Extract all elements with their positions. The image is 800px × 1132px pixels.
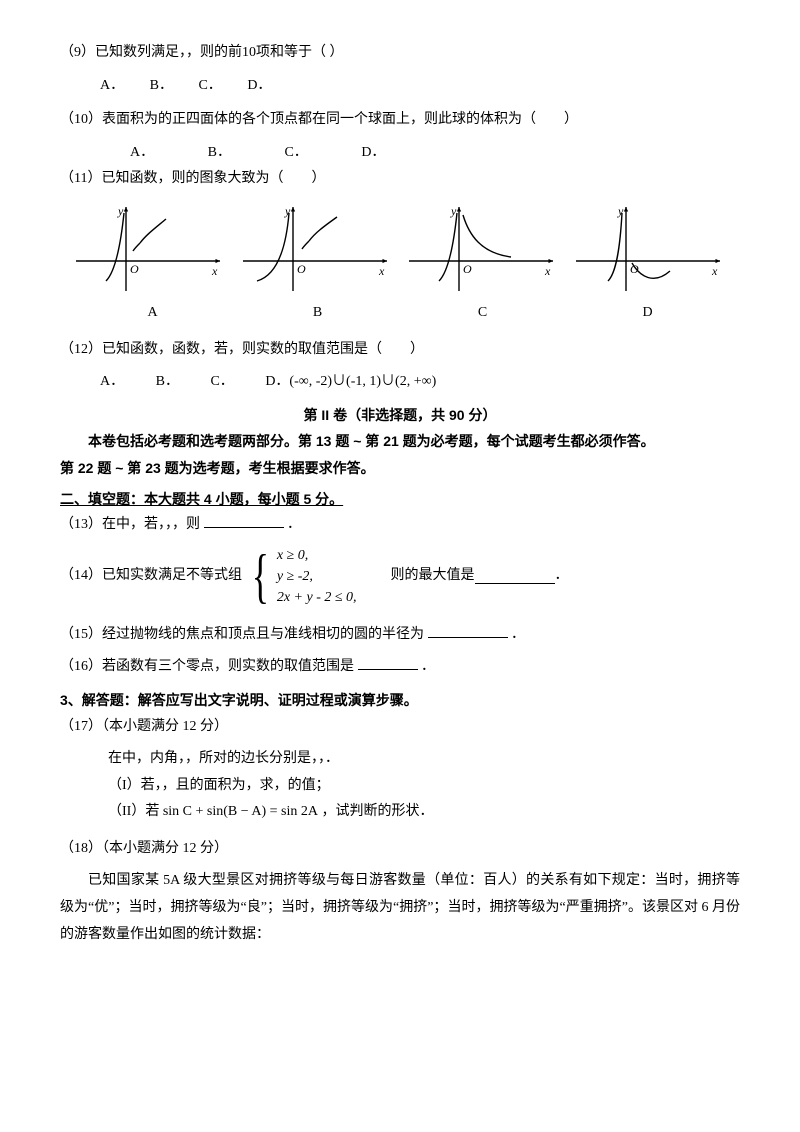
q17-p3-after: ，试判断的形状． (321, 804, 433, 819)
question-12: （12）已知函数，函数，若，则实数的取值范围是（ ） (60, 337, 740, 364)
q17-p2: （I）若，，且的面积为，求，的值； (60, 773, 740, 800)
question-17-head: （17）（本小题满分 12 分） (60, 714, 740, 741)
q17-p3-math: sin C + sin(B − A) = sin 2A (163, 804, 318, 819)
q13-blank (204, 513, 284, 528)
q13-after: ． (287, 517, 301, 532)
q17-p3-before: （II）若 (108, 804, 159, 819)
q12-options: A． B． C． D．(-∞, -2)∪(-1, 1)∪(2, +∞) (60, 369, 740, 396)
q14-sys-row-0: x ≥ 0, (277, 545, 357, 566)
q11-label-d: D (565, 300, 730, 327)
q10-opt-b: B． (208, 140, 231, 167)
svg-text:x: x (711, 264, 718, 278)
question-14: （14）已知实数满足不等式组 { x ≥ 0, y ≥ -2, 2x + y -… (60, 545, 740, 608)
svg-text:O: O (463, 262, 472, 276)
q17-p1: 在中，内角，，所对的边长分别是，，． (60, 746, 740, 773)
q11-graph-labels: A B C D (60, 300, 740, 327)
q15-after: ． (511, 627, 525, 642)
q10-text: （10）表面积为的正四面体的各个顶点都在同一个球面上，则此球的体积为（ ） (60, 112, 578, 127)
q9-text: （9）已知数列满足，，则的前10项和等于（ ） (60, 45, 344, 60)
question-10: （10）表面积为的正四面体的各个顶点都在同一个球面上，则此球的体积为（ ） (60, 107, 740, 134)
q12-opt-b: B． (156, 369, 179, 396)
svg-text:x: x (544, 264, 551, 278)
q11-graph-c: y x O (403, 201, 563, 296)
q16-before: （16）若函数有三个零点，则实数的取值范围是 (60, 659, 354, 674)
q9-opt-c: C． (198, 73, 221, 100)
svg-text:O: O (297, 262, 306, 276)
q12-opt-c: C． (210, 369, 233, 396)
q10-opt-d: D． (361, 140, 385, 167)
svg-text:y: y (284, 204, 291, 218)
q14-after: ． (555, 563, 569, 590)
fill-blank-heading: 二、填空题：本大题共 4 小题，每小题 5 分。 (60, 486, 740, 513)
q9-opt-b: B． (150, 73, 173, 100)
svg-text:y: y (617, 204, 624, 218)
svg-text:y: y (117, 204, 124, 218)
q11-graph-b: y x O (237, 201, 397, 296)
q11-graph-d: y x O (570, 201, 730, 296)
q18-p1: 已知国家某 5A 级大型景区对拥挤等级与每日游客数量（单位：百人）的关系有如下规… (60, 868, 740, 948)
q13-before: （13）在中，若，，，则 (60, 517, 200, 532)
q11-label-a: A (70, 300, 235, 327)
q14-inequality-system: { x ≥ 0, y ≥ -2, 2x + y - 2 ≤ 0, (246, 545, 357, 608)
q9-opt-a: A． (100, 73, 124, 100)
q14-mid: 则的最大值是 (391, 563, 475, 590)
question-18-head: （18）（本小题满分 12 分） (60, 836, 740, 863)
left-brace-icon: { (252, 546, 269, 606)
q14-blank (475, 569, 555, 584)
q14-before: （14）已知实数满足不等式组 (60, 563, 242, 590)
q11-text: （11）已知函数，则的图象大致为（ ） (60, 171, 325, 186)
q9-opt-d: D． (247, 73, 271, 100)
q10-options: A． B． C． D． (60, 140, 740, 167)
q10-opt-c: C． (284, 140, 307, 167)
svg-text:x: x (211, 264, 218, 278)
question-11: （11）已知函数，则的图象大致为（ ） (60, 166, 740, 193)
q15-before: （15）经过抛物线的焦点和顶点且与准线相切的圆的半径为 (60, 627, 424, 642)
question-15: （15）经过抛物线的焦点和顶点且与准线相切的圆的半径为 ． (60, 622, 740, 649)
q10-opt-a: A． (130, 140, 154, 167)
section-2-intro-1: 本卷包括必考题和选考题两部分。第 13 题 ~ 第 21 题为必考题，每个试题考… (60, 428, 740, 455)
q17-p3: （II）若 sin C + sin(B − A) = sin 2A ，试判断的形… (60, 799, 740, 826)
q11-label-c: C (400, 300, 565, 327)
q12-opt-d: D．(-∞, -2)∪(-1, 1)∪(2, +∞) (265, 369, 436, 396)
q15-blank (428, 623, 508, 638)
q16-after: ． (421, 659, 435, 674)
svg-text:y: y (450, 204, 457, 218)
question-16: （16）若函数有三个零点，则实数的取值范围是 ． (60, 654, 740, 681)
svg-text:x: x (378, 264, 385, 278)
solve-heading: 3、解答题：解答应写出文字说明、证明过程或演算步骤。 (60, 687, 740, 714)
q12-text: （12）已知函数，函数，若，则实数的取值范围是（ ） (60, 342, 424, 357)
q16-blank (358, 655, 418, 670)
q12-opt-a: A． (100, 369, 124, 396)
q11-graph-row: y x O y x O y x O y x O (60, 201, 740, 296)
question-9: （9）已知数列满足，，则的前10项和等于（ ） (60, 40, 740, 67)
section-2-intro-2: 第 22 题 ~ 第 23 题为选考题，考生根据要求作答。 (60, 455, 740, 482)
q14-sys-row-1: y ≥ -2, (277, 566, 357, 587)
svg-text:O: O (130, 262, 139, 276)
question-13: （13）在中，若，，，则 ． (60, 512, 740, 539)
q14-sys-row-2: 2x + y - 2 ≤ 0, (277, 587, 357, 608)
svg-text:O: O (630, 262, 639, 276)
q11-label-b: B (235, 300, 400, 327)
section-2-title: 第 II 卷（非选择题，共 90 分） (60, 402, 740, 429)
q11-graph-a: y x O (70, 201, 230, 296)
q9-options: A． B． C． D． (60, 73, 740, 100)
